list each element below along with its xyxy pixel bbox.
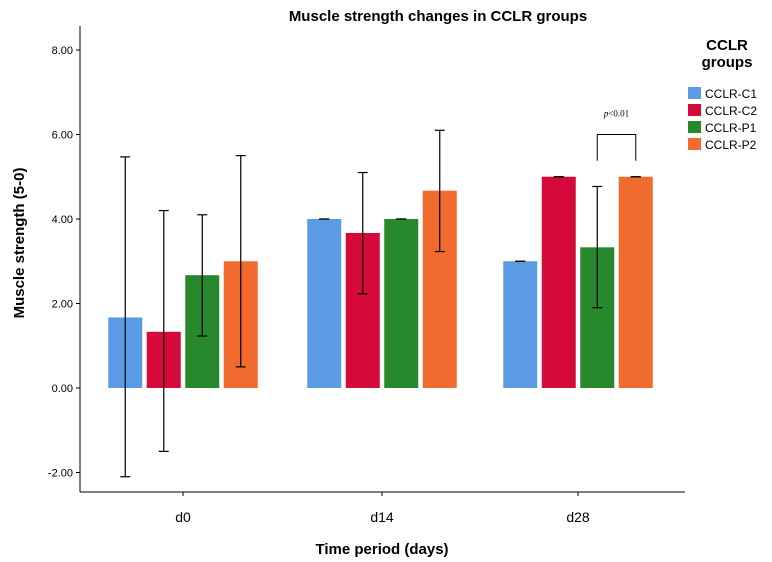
bar [307,219,342,388]
significance-value: <0.01 [608,109,629,119]
bar [541,176,576,388]
legend-title: CCLR [706,37,748,54]
legend-label: CCLR-P2 [705,138,757,152]
y-axis-label: Muscle strength (5-0) [11,168,28,319]
y-tick-label: 2.00 [52,299,73,311]
legend-swatch [688,121,701,133]
y-tick-label: 8.00 [52,45,73,57]
significance-p: p [603,109,609,119]
x-tick-label: d14 [370,509,394,525]
legend-label: CCLR-P1 [705,121,757,135]
bar [503,261,538,388]
significance-annotation: p<0.01 [603,109,629,119]
y-tick-label: 4.00 [52,214,73,226]
legend-swatch [688,138,701,150]
bar [384,219,419,388]
legend-swatch [688,87,701,99]
legend-label: CCLR-C1 [705,87,757,101]
legend-swatch [688,104,701,116]
significance-bracket [596,134,637,161]
bar [618,176,653,388]
y-tick-label: -2.00 [48,468,73,480]
y-tick-label: 6.00 [52,130,73,142]
x-tick-label: d0 [175,509,191,525]
x-tick-label: d28 [566,509,590,525]
x-axis-label: Time period (days) [315,541,448,558]
y-tick-label: 0.00 [52,383,73,395]
legend-label: CCLR-C2 [705,104,757,118]
plot-area: -2.00 0.00 2.00 4.00 6.00 8.00 d0 d14 d28 p<0.01 [48,26,685,525]
legend-title: groups [702,54,753,71]
chart-title: Muscle strength changes in CCLR groups [289,8,587,25]
